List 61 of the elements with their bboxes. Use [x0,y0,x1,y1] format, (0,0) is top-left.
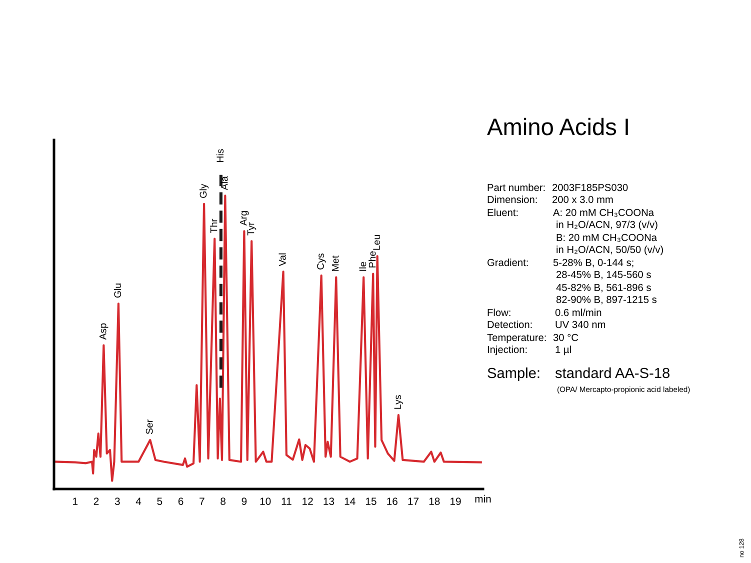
x-tick-label: 2 [94,498,99,505]
x-tick-label: 7 [200,498,204,505]
ref-line-label: His [216,149,224,162]
text: 2003F185PS030 [552,184,628,192]
text: Detection: [488,320,532,328]
text: in H₂O/ACN, 97/3 (v/v) [556,220,658,230]
text: B: 20 mM CH₃COONa [556,234,658,242]
text: 1 µl [556,346,571,356]
text: 200 x 3.0 mm [552,196,613,204]
text: UV 340 nm [556,320,606,328]
text: Sample: [488,367,540,382]
text: 0.6 ml/min [555,308,602,316]
annotation: Ser [146,420,153,434]
x-tick-label: 11 [282,498,292,505]
x-tick-label: 15 [366,498,376,505]
annotation: Glu [114,284,122,298]
x-tick-label: 17 [408,498,419,505]
text: Temperature: [487,334,546,344]
text: A: 20 mM CH₃COONa [553,208,654,217]
x-tick-label: 3 [114,498,120,505]
annotation: Arg [240,211,249,226]
text: Dimension: [488,196,537,204]
text: in H₂O/ACN, 50/50 (v/v) [556,246,663,256]
x-tick-label: 18 [429,498,440,505]
text: standard AA-S-18 [555,367,670,378]
text: Gradient: [488,258,528,266]
annotation: Ile [359,262,366,271]
x-tick-label: 13 [324,498,334,505]
x-tick-label: 16 [387,498,398,505]
text: Eluent: [488,208,518,216]
x-tick-label: 1 [73,498,78,505]
annotation: Val [278,253,286,266]
text: 82-90% B, 897-1215 s [556,296,657,304]
x-axis-title: min [475,494,491,502]
text: Amino Acids I [487,118,628,136]
x-tick-label: 12 [302,498,313,505]
text: Flow: [488,308,510,316]
text: 45-82% B, 561-896 s [556,284,651,292]
annotation: Lys [394,395,403,409]
x-tick-label: 14 [344,498,356,505]
x-tick-label: 5 [157,498,162,505]
text: 28-45% B, 145-560 s [556,270,651,280]
annotation: Thr [210,218,218,234]
annotation: Met [332,256,339,271]
x-tick-label: 6 [178,498,184,505]
x-tick-label: 8 [220,498,226,505]
x-tick-label: 9 [242,498,247,505]
annotation: Cys [317,254,326,270]
annotation: Tyr [247,222,256,236]
text: 30 °C [553,334,578,342]
text: Injection: [488,346,527,356]
x-tick-label: 10 [260,498,271,505]
annotation: Asp [99,323,108,340]
annotation: Leu [373,235,380,250]
annotation: Gly [200,184,209,198]
text: Part number: [488,184,545,192]
annotation: Ala [220,176,228,190]
x-tick-label: 19 [450,498,461,505]
x-tick-label: 4 [136,498,142,505]
annotation: Phe [368,251,376,268]
text: 5-28% B, 0-144 s; [553,258,634,268]
